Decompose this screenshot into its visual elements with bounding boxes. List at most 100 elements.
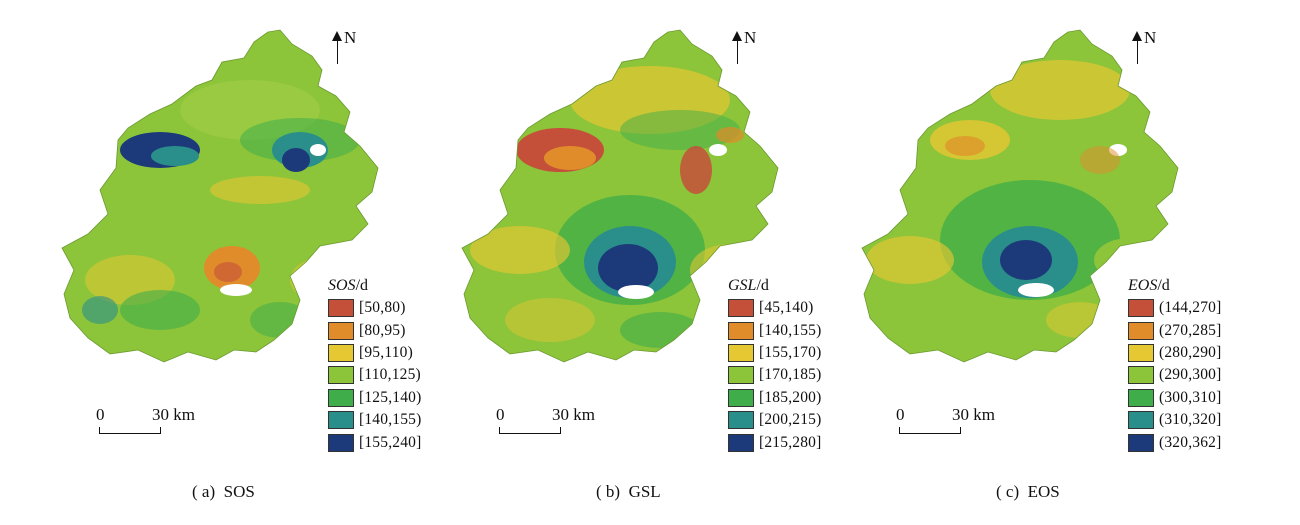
legend-unit: /d [355,277,369,294]
scale-distance: 30 km [952,405,995,424]
map-gsl [461,29,779,363]
panel-gsl: N GSL/d [45,140) [140,155) [155,170) [17… [400,0,822,525]
legend-label: [110,125) [359,366,421,384]
north-label: N [744,28,757,47]
legend-item: (290,300] [1128,364,1222,386]
legend-swatch [328,299,354,318]
legend-item: [80,95) [328,319,422,341]
legend-label: [50,80) [359,299,406,317]
legend-label: (270,285] [1159,321,1222,339]
legend-label: [80,95) [359,321,406,339]
scale-bar: 0 30 km [96,405,236,441]
legend-swatch [728,433,754,452]
legend-item: [45,140) [728,297,822,319]
legend-swatch [728,411,754,430]
legend-item: (270,285] [1128,319,1222,341]
legend-item: [140,155) [328,409,422,431]
legend-label: (290,300] [1159,366,1222,384]
north-arrow-shaft [1137,38,1139,64]
caption-sos: ( a) SOS [192,482,255,501]
legend-gsl: GSL/d [45,140) [140,155) [155,170) [170,… [728,275,822,454]
legend-unit: /d [1157,277,1170,294]
legend-label: (144,270] [1159,299,1222,317]
scale-line [899,427,961,434]
legend-item: [170,185) [728,364,822,386]
legend-title: EOS/d [1128,275,1222,297]
legend-item: (320,362] [1128,431,1222,453]
legend-label: [155,170) [759,343,822,361]
legend-label: [95,110) [359,343,413,361]
legend-swatch [328,343,354,362]
legend-item: [125,140) [328,387,422,409]
legend-variable: GSL [728,277,757,294]
legend-item: [110,125) [328,364,422,386]
scale-bar: 0 30 km [896,405,1036,441]
legend-label: [185,200) [759,388,822,406]
legend-swatch [328,321,354,340]
north-label: N [344,28,357,47]
legend-eos: EOS/d (144,270] (270,285] (280,290] (290… [1128,275,1222,454]
legend-swatch [328,366,354,385]
north-label: N [1144,28,1157,47]
legend-item: (300,310] [1128,387,1222,409]
legend-label: [45,140) [759,299,814,317]
north-arrow: N [330,28,370,68]
legend-swatch [1128,343,1154,362]
scale-distance: 30 km [152,405,195,424]
north-arrow-head [332,31,342,41]
north-arrow: N [730,28,770,68]
north-arrow-head [1132,31,1142,41]
legend-label: [155,240] [359,433,422,451]
legend-label: (280,290] [1159,343,1222,361]
legend-swatch [328,433,354,452]
legend-unit: /d [756,277,769,294]
north-arrow-shaft [737,38,739,64]
legend-swatch [328,388,354,407]
legend-variable: EOS [1128,277,1158,294]
legend-item: [140,155) [728,319,822,341]
legend-title: SOS/d [328,275,422,297]
legend-swatch [728,299,754,318]
legend-label: [215,280] [759,433,822,451]
legend-swatch [728,343,754,362]
legend-item: (280,290] [1128,342,1222,364]
scale-zero: 0 [896,405,905,424]
legend-item: [185,200) [728,387,822,409]
caption-eos: ( c) EOS [996,482,1060,501]
map-eos [861,29,1179,363]
legend-label: [170,185) [759,366,822,384]
legend-title: GSL/d [728,275,822,297]
legend-item: [95,110) [328,342,422,364]
legend-label: (310,320] [1159,411,1222,429]
scale-line [99,427,161,434]
north-arrow-head [732,31,742,41]
legend-swatch [728,321,754,340]
legend-label: (300,310] [1159,388,1222,406]
legend-item: [50,80) [328,297,422,319]
legend-item: [155,170) [728,342,822,364]
scale-bar: 0 30 km [496,405,636,441]
legend-swatch [1128,411,1154,430]
legend-swatch [728,388,754,407]
legend-item: [155,240] [328,431,422,453]
legend-item: (144,270] [1128,297,1222,319]
legend-swatch [1128,321,1154,340]
scale-line [499,427,561,434]
caption-gsl: ( b) GSL [596,482,661,501]
legend-variable: SOS [328,277,356,294]
north-arrow-shaft [337,38,339,64]
scale-zero: 0 [496,405,505,424]
legend-label: [140,155) [759,321,822,339]
north-arrow: N [1130,28,1170,68]
panel-sos: N SOS/d [50,80) [80,95) [95,110) [110,12… [0,0,422,525]
legend-label: [200,215) [759,411,822,429]
legend-swatch [328,411,354,430]
scale-zero: 0 [96,405,105,424]
legend-label: [125,140) [359,388,422,406]
scale-distance: 30 km [552,405,595,424]
legend-swatch [1128,433,1154,452]
legend-swatch [1128,366,1154,385]
legend-item: [200,215) [728,409,822,431]
legend-swatch [1128,299,1154,318]
legend-label: [140,155) [359,411,422,429]
